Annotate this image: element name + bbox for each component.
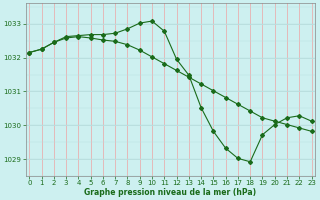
X-axis label: Graphe pression niveau de la mer (hPa): Graphe pression niveau de la mer (hPa) bbox=[84, 188, 257, 197]
